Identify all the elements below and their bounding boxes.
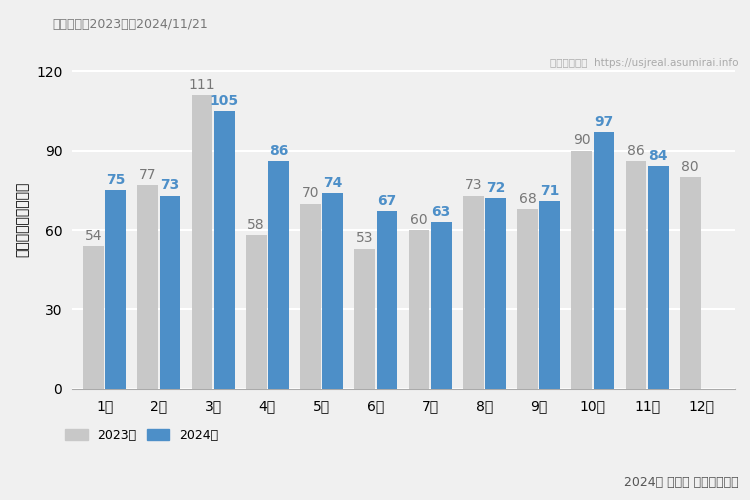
Bar (376, 212, 398, 389)
Text: 63: 63 (431, 205, 451, 219)
Bar (626, 161, 646, 389)
Text: 73: 73 (160, 178, 179, 192)
Text: 60: 60 (410, 213, 428, 227)
Bar (268, 161, 289, 389)
Text: ユニバリアル  https://usjreal.asumirai.info: ユニバリアル https://usjreal.asumirai.info (550, 58, 739, 68)
Text: 58: 58 (248, 218, 265, 232)
Bar (680, 177, 700, 389)
Text: 2024年 木曜日 平均待ち時間: 2024年 木曜日 平均待ち時間 (624, 476, 739, 489)
Text: 111: 111 (189, 78, 215, 92)
Bar (485, 198, 506, 389)
Bar (322, 193, 343, 389)
Text: 70: 70 (302, 186, 320, 200)
Text: 80: 80 (682, 160, 699, 174)
Text: 67: 67 (377, 194, 397, 208)
Text: 105: 105 (210, 94, 238, 108)
Text: 86: 86 (627, 144, 645, 158)
Text: 86: 86 (268, 144, 288, 158)
Bar (160, 196, 180, 389)
Bar (431, 222, 451, 389)
Text: 84: 84 (649, 150, 668, 164)
Bar (572, 150, 592, 389)
Bar (137, 185, 158, 389)
Bar (192, 95, 212, 389)
Text: 68: 68 (518, 192, 536, 205)
Text: 97: 97 (594, 115, 613, 129)
Bar (106, 190, 126, 389)
Text: 73: 73 (464, 178, 482, 192)
Bar (539, 201, 560, 389)
Y-axis label: 平均待ち時間（分）: 平均待ち時間（分） (15, 182, 29, 257)
Bar (648, 166, 668, 389)
Bar (463, 196, 484, 389)
Text: 72: 72 (486, 181, 506, 195)
Text: 集計期間：2023年〜2024/11/21: 集計期間：2023年〜2024/11/21 (53, 18, 208, 30)
Bar (214, 111, 235, 389)
Bar (594, 132, 614, 389)
Bar (83, 246, 104, 389)
Text: 53: 53 (356, 232, 374, 245)
Text: 90: 90 (573, 134, 590, 147)
Text: 54: 54 (85, 228, 102, 242)
Bar (300, 204, 321, 389)
Text: 74: 74 (323, 176, 343, 190)
Text: 71: 71 (540, 184, 560, 198)
Legend: 2023年, 2024年: 2023年, 2024年 (65, 429, 218, 442)
Bar (355, 248, 375, 389)
Text: 75: 75 (106, 173, 125, 187)
Bar (246, 236, 266, 389)
Bar (518, 209, 538, 389)
Text: 77: 77 (139, 168, 157, 182)
Bar (409, 230, 429, 389)
